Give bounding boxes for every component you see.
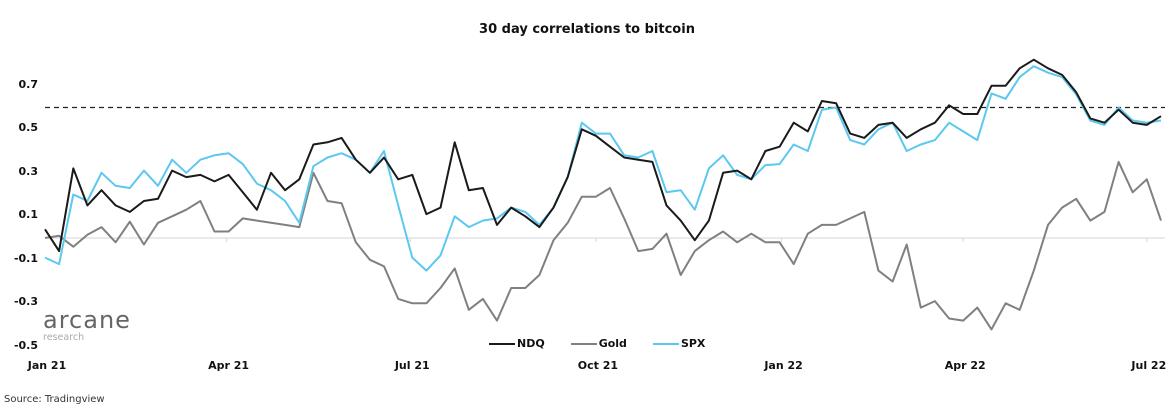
series-line-gold — [44, 160, 1162, 331]
legend-item-ndq: NDQ — [489, 337, 545, 350]
series-line-ndq — [44, 58, 1162, 253]
x-tick-label: Jul 22 — [1131, 359, 1167, 372]
legend: NDQ Gold SPX — [489, 337, 705, 350]
logo-subtitle: research — [43, 332, 85, 343]
y-tick-label: 0.7 — [18, 77, 39, 91]
chart-title: 30 day correlations to bitcoin — [479, 22, 695, 37]
source-note: Source: Tradingview — [4, 394, 105, 405]
logo-wordmark: arcane — [43, 306, 131, 334]
y-tick-label: -0.5 — [13, 338, 38, 352]
y-tick-label: -0.3 — [13, 295, 38, 309]
legend-label-gold: Gold — [598, 337, 627, 350]
legend-item-gold: Gold — [570, 337, 627, 350]
legend-label-ndq: NDQ — [517, 337, 545, 350]
y-tick-label: -0.1 — [13, 251, 38, 265]
x-tick-label: Oct 21 — [577, 359, 619, 372]
legend-label-spx: SPX — [680, 337, 706, 350]
legend-item-spx: SPX — [652, 337, 706, 350]
arcane-research-logo: arcane research — [43, 307, 131, 343]
y-tick-label: 0.3 — [18, 164, 39, 178]
x-tick-label: Jan 21 — [27, 359, 67, 372]
x-tick-label: Jul 21 — [394, 359, 430, 372]
x-tick-label: Apr 21 — [208, 359, 250, 372]
legend-swatch-spx — [652, 342, 679, 345]
y-tick-label: 0.1 — [18, 208, 39, 222]
y-tick-label: 0.5 — [18, 121, 39, 135]
legend-swatch-gold — [570, 342, 597, 345]
series-line-spx — [44, 65, 1162, 272]
legend-swatch-ndq — [489, 342, 515, 345]
x-tick-label: Jan 22 — [764, 359, 803, 372]
x-tick-label: Apr 22 — [944, 359, 986, 372]
